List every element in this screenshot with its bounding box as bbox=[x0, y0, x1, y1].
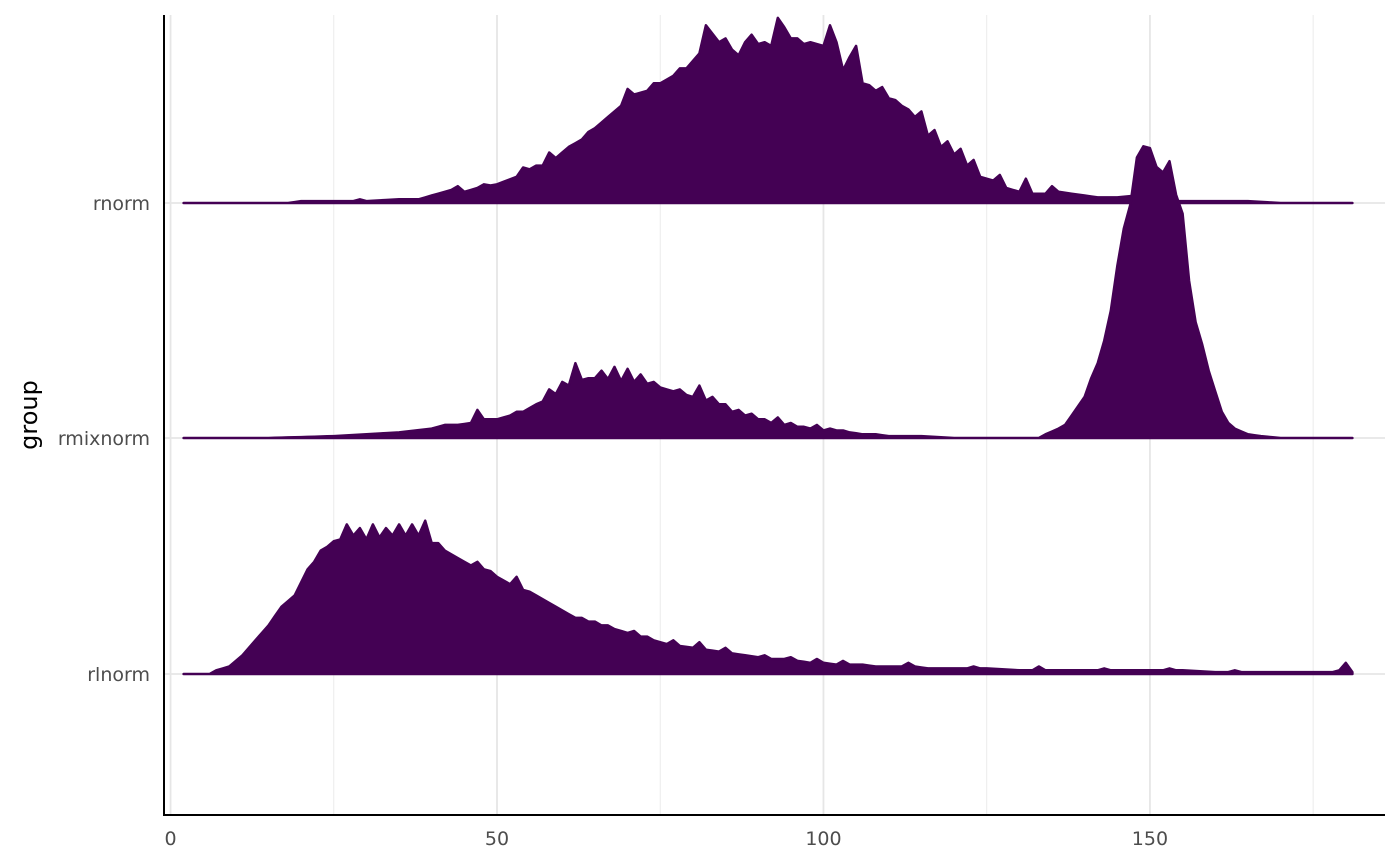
y-axis-title: group bbox=[15, 380, 43, 450]
x-tick-labels: 0 50 100 150 bbox=[164, 828, 1168, 850]
y-tick-label-rnorm: rnorm bbox=[93, 193, 150, 215]
y-tick-label-rlnorm: rlnorm bbox=[87, 664, 150, 686]
x-tick-label: 50 bbox=[485, 828, 509, 850]
ridge-rmixnorm bbox=[182, 145, 1354, 440]
ridges bbox=[182, 16, 1354, 676]
axes bbox=[163, 15, 1385, 816]
ridge-rnorm bbox=[182, 16, 1354, 205]
x-tick-label: 0 bbox=[164, 828, 176, 850]
x-tick-label: 100 bbox=[805, 828, 841, 850]
x-tick-label: 150 bbox=[1132, 828, 1168, 850]
ridge-rlnorm bbox=[182, 519, 1354, 676]
y-tick-labels: rnorm rmixnorm rlnorm bbox=[58, 193, 150, 686]
y-tick-label-rmixnorm: rmixnorm bbox=[58, 428, 150, 450]
